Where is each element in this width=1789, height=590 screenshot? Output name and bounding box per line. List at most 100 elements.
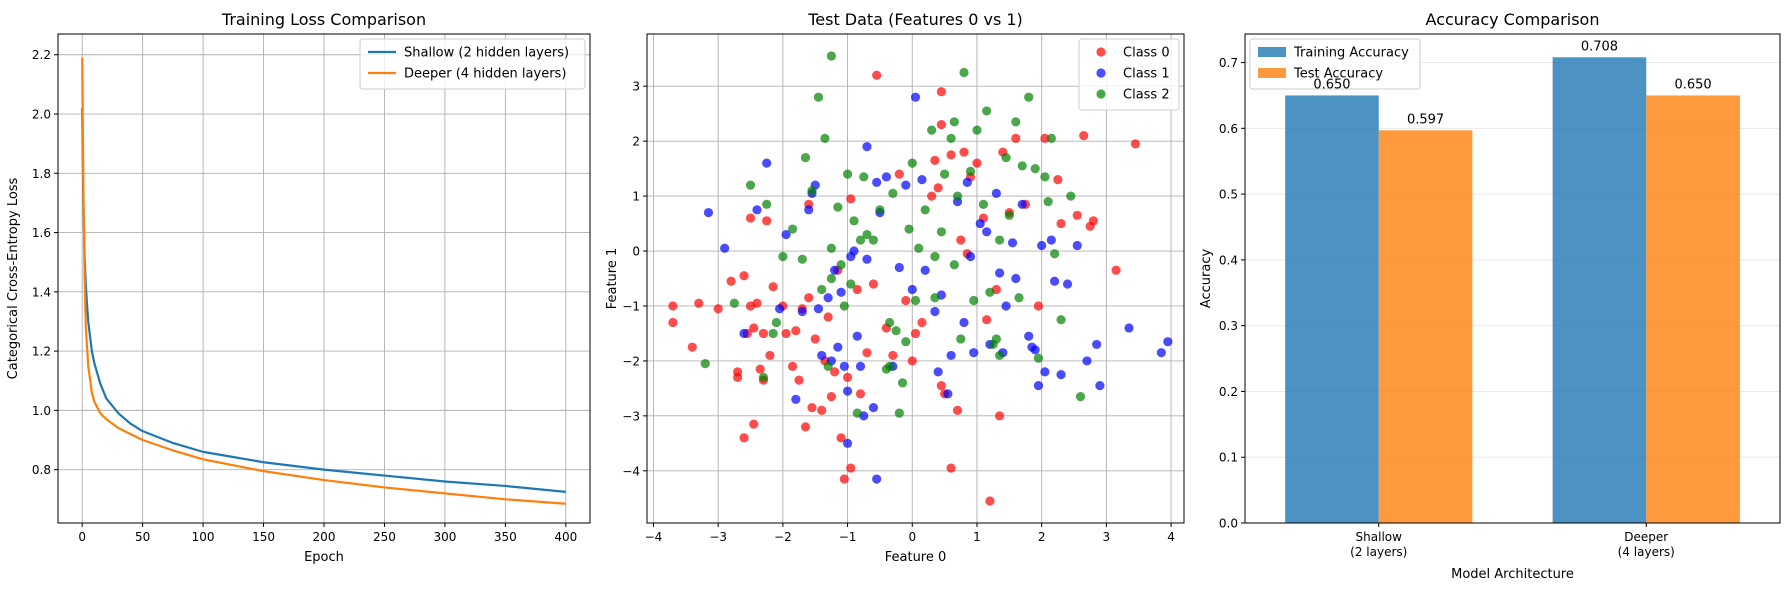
y-tick-label: 0.7 xyxy=(1219,56,1238,70)
scatter-point-class-1 xyxy=(1024,331,1034,341)
scatter-point-class-2 xyxy=(920,205,930,215)
scatter-point-class-0 xyxy=(804,293,814,303)
scatter-point-class-1 xyxy=(995,268,1005,278)
bar-value-label: 0.597 xyxy=(1407,112,1444,127)
scatter-point-class-2 xyxy=(768,328,778,339)
scatter-point-class-1 xyxy=(881,172,891,182)
scatter-point-class-0 xyxy=(855,389,866,399)
scatter-point-class-2 xyxy=(875,205,885,215)
y-tick-label: 1.6 xyxy=(32,226,51,240)
x-axis-label: Model Architecture xyxy=(1451,567,1574,582)
bar-2-2 xyxy=(1646,95,1740,523)
scatter-point-class-2 xyxy=(817,284,827,295)
y-tick-label: −3 xyxy=(622,409,640,423)
scatter-point-class-0 xyxy=(762,216,772,226)
x-tick-label: 4 xyxy=(1167,530,1175,544)
scatter-point-class-1 xyxy=(901,180,911,190)
chart-2-frame xyxy=(646,33,1185,524)
y-tick-label: −2 xyxy=(622,354,640,368)
scatter-point-class-2 xyxy=(1066,191,1076,201)
scatter-point-class-0 xyxy=(946,150,956,160)
y-tick-label: −1 xyxy=(622,299,640,313)
scatter-point-class-2 xyxy=(930,293,940,303)
scatter-point-class-0 xyxy=(739,433,749,443)
chart-3-categories: Shallow(2 layers) Deeper(4 layers) xyxy=(1350,523,1675,559)
y-tick-label: 1.0 xyxy=(32,404,51,418)
y-tick-label: 0.5 xyxy=(1219,188,1238,202)
legend-label: Shallow (2 hidden layers) xyxy=(404,46,569,61)
scatter-point-class-1 xyxy=(833,342,843,352)
scatter-point-class-2 xyxy=(1050,249,1060,259)
x-tick-label: −4 xyxy=(645,530,663,544)
scatter-point-class-0 xyxy=(1111,265,1121,275)
chart-1-series xyxy=(81,57,566,505)
legend-bar-swatch xyxy=(1258,68,1286,78)
legend-marker-swatch xyxy=(1096,89,1106,99)
scatter-point-class-1 xyxy=(862,142,872,152)
scatter-point-class-1 xyxy=(842,386,853,396)
scatter-point-class-1 xyxy=(1033,381,1044,391)
scatter-point-class-0 xyxy=(765,350,775,361)
y-tick-label: 0.4 xyxy=(1219,253,1238,267)
scatter-point-class-0 xyxy=(1056,218,1066,229)
scatter-point-class-1 xyxy=(855,361,866,372)
scatter-point-class-1 xyxy=(1037,240,1047,251)
scatter-point-class-0 xyxy=(752,298,762,308)
scatter-point-class-0 xyxy=(791,326,801,336)
legend-label: Training Accuracy xyxy=(1293,46,1409,61)
series-line-1 xyxy=(81,108,566,493)
scatter-point-class-2 xyxy=(936,227,946,237)
scatter-point-class-0 xyxy=(1033,301,1044,311)
scatter-point-class-0 xyxy=(749,323,759,333)
scatter-point-class-0 xyxy=(872,70,882,80)
scatter-point-class-0 xyxy=(1079,131,1089,141)
scatter-point-class-1 xyxy=(930,306,940,317)
scatter-point-class-1 xyxy=(1082,356,1092,366)
y-tick-label: 0 xyxy=(632,245,640,259)
category-label: (2 layers) xyxy=(1350,545,1407,559)
scatter-point-class-0 xyxy=(726,276,736,286)
scatter-point-class-0 xyxy=(927,191,937,201)
x-tick-label: −1 xyxy=(839,530,857,544)
scatter-point-class-2 xyxy=(700,359,710,369)
x-tick-label: 150 xyxy=(252,530,275,544)
scatter-point-class-2 xyxy=(914,243,924,253)
scatter-point-class-1 xyxy=(1017,199,1027,209)
scatter-point-class-0 xyxy=(739,271,749,281)
scatter-point-class-1 xyxy=(872,474,882,484)
scatter-point-class-2 xyxy=(940,169,950,179)
scatter-point-class-2 xyxy=(1075,392,1086,402)
scatter-point-class-2 xyxy=(797,254,807,264)
scatter-point-class-2 xyxy=(758,372,769,382)
scatter-point-class-1 xyxy=(907,284,917,295)
scatter-point-class-2 xyxy=(1033,353,1044,363)
scatter-point-class-1 xyxy=(1007,238,1018,248)
y-tick-label: 3 xyxy=(632,80,640,94)
scatter-point-class-2 xyxy=(800,153,811,163)
scatter-point-class-2 xyxy=(969,295,979,306)
scatter-point-class-0 xyxy=(668,317,678,328)
scatter-point-class-2 xyxy=(1024,92,1034,102)
chart-2-points xyxy=(668,51,1173,506)
scatter-point-class-0 xyxy=(846,463,856,473)
y-tick-label: 0.3 xyxy=(1219,319,1238,333)
scatter-point-class-2 xyxy=(1011,117,1021,127)
scatter-point-class-2 xyxy=(852,408,862,418)
legend-marker-swatch xyxy=(1096,68,1106,78)
scatter-point-class-1 xyxy=(823,293,833,303)
scatter-point-class-2 xyxy=(1014,293,1024,303)
scatter-point-class-2 xyxy=(930,251,940,262)
y-tick-label: 0.2 xyxy=(1219,385,1238,399)
scatter-point-class-2 xyxy=(846,279,856,289)
scatter-point-class-0 xyxy=(1040,133,1050,143)
scatter-point-class-1 xyxy=(982,227,992,237)
scatter-point-class-1 xyxy=(1072,240,1082,251)
scatter-point-class-1 xyxy=(1095,381,1105,391)
scatter-point-class-2 xyxy=(771,317,782,328)
scatter-point-class-2 xyxy=(956,334,966,344)
scatter-point-class-0 xyxy=(946,463,956,473)
legend-bar-swatch xyxy=(1258,47,1286,57)
scatter-point-class-1 xyxy=(894,262,904,273)
scatter-point-class-1 xyxy=(1011,273,1021,284)
scatter-point-class-1 xyxy=(933,367,943,377)
